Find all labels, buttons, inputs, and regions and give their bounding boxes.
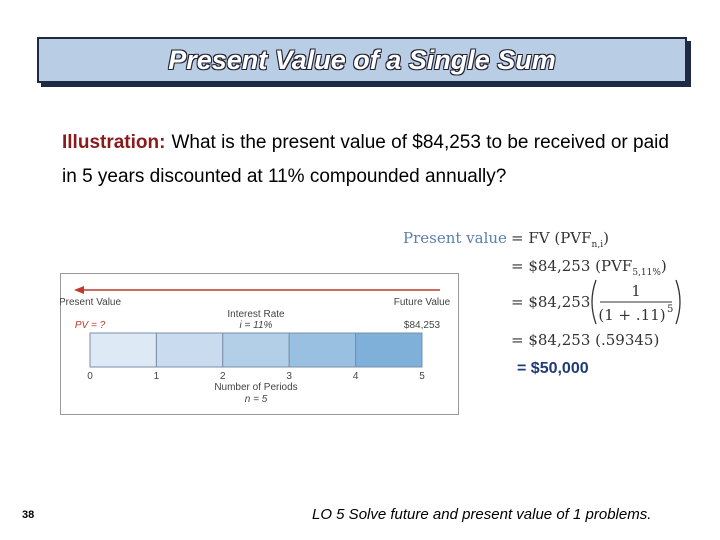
formula-line: = $84,253 (PVF5,11%) <box>511 257 667 278</box>
result: = $50,000 <box>517 360 589 377</box>
title: Present Value of a Single Sum <box>168 45 556 75</box>
denominator: (1 + .11) <box>598 306 665 324</box>
formula-text: = FV (PVF <box>511 229 592 247</box>
formula-sub: n,i <box>591 240 604 250</box>
left-label: Present Value <box>60 297 121 308</box>
segments <box>89 332 423 368</box>
middle-value: i = 11% <box>240 320 273 331</box>
n-label: n = 5 <box>245 394 268 405</box>
period-segment <box>89 332 157 368</box>
period-label: 3 <box>286 371 292 382</box>
formula-line: = FV (PVFn,i) <box>511 229 609 250</box>
period-segment <box>288 332 357 368</box>
timeline: Present Value PV = ? Interest Rate i = 1… <box>60 273 459 415</box>
exponent: 5 <box>667 304 673 315</box>
right-value: $84,253 <box>404 320 441 331</box>
arrow-head <box>74 286 84 294</box>
axis-label: Number of Periods <box>214 382 297 393</box>
title-box: Present Value of a Single Sum <box>37 37 687 83</box>
illustration-label: Illustration: <box>62 132 166 153</box>
period-label: 4 <box>353 371 359 382</box>
formula-text: ) <box>603 229 609 247</box>
right-label: Future Value <box>394 297 451 308</box>
left-label-text: Present Value <box>60 297 121 308</box>
period-segment <box>222 332 290 368</box>
fraction: 1 (1 + .11) 5 <box>591 279 681 325</box>
period-label: 0 <box>87 371 93 382</box>
formula-text: ) <box>660 257 667 275</box>
formula-line: = $84,253 (.59345) <box>511 331 660 349</box>
formula-lhs: Present value <box>403 229 507 247</box>
formula-sub: 5,11% <box>632 268 661 278</box>
paren <box>591 279 597 325</box>
period-label: 2 <box>220 371 226 382</box>
left-value: PV = ? <box>75 320 106 331</box>
numerator: 1 <box>631 282 641 300</box>
period-segment <box>155 332 224 368</box>
formula-text: = $84,253 <box>511 293 591 311</box>
period-segment <box>355 332 423 368</box>
learning-objective: LO 5 Solve future and present value of 1… <box>312 506 652 523</box>
paren <box>675 279 681 325</box>
page-number: 38 <box>22 509 35 521</box>
formula-text: = $84,253 (PVF <box>511 257 633 275</box>
period-label: 1 <box>154 371 160 382</box>
period-label: 5 <box>419 371 425 382</box>
illustration: Illustration: What is the present value o… <box>62 126 672 194</box>
middle-label: Interest Rate <box>227 309 285 320</box>
illustration-text: What is the present value of $84,253 to … <box>62 132 669 187</box>
